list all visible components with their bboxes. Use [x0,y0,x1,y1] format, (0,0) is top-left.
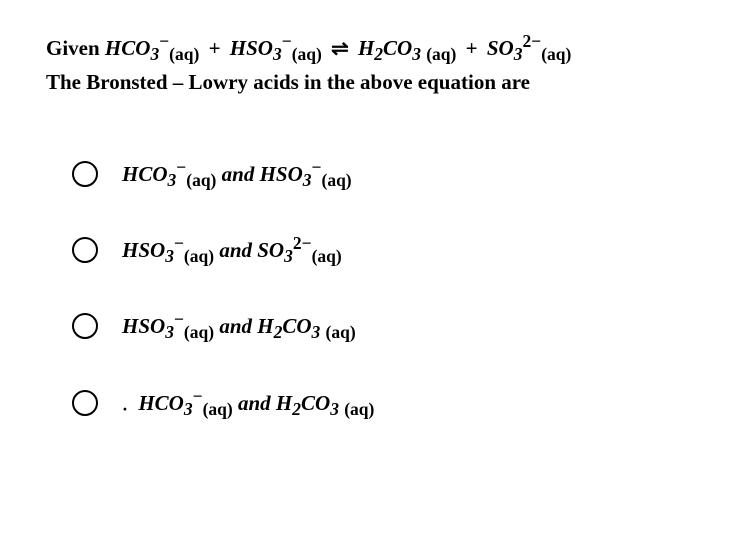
optD-s2ph: (aq) [344,399,374,419]
reactant1-sub: 3 [150,44,159,64]
question-stem: Given HCO3−(aq) + HSO3−(aq) ⇌ H2CO3 (aq)… [46,28,684,99]
optB-and: and [219,238,252,262]
optD-dot: · [122,399,128,419]
plus-2: + [462,33,482,65]
reactant1-species: HCO [105,36,151,60]
option-b[interactable]: HSO3−(aq) and SO32−(aq) [72,233,684,267]
optA-s2sub: 3 [303,170,312,190]
product1-phase: (aq) [426,44,456,64]
optB-s1: HSO [122,238,165,262]
optC-s1ph: (aq) [184,323,214,343]
optA-s1: HCO [122,162,168,186]
optB-s2sub: 3 [284,246,293,266]
optD-s2hsub: 2 [292,399,301,419]
option-d[interactable]: · HCO3−(aq) and H2CO3 (aq) [72,386,684,420]
radio-b[interactable] [72,237,98,263]
reactant2-phase: (aq) [292,44,322,64]
optC-s2sub: 3 [312,323,321,343]
question-text: The Bronsted – Lowry acids in the above … [46,67,684,99]
option-d-label: · HCO3−(aq) and H2CO3 (aq) [122,386,374,420]
optD-s1sub: 3 [184,399,193,419]
optC-s1: HSO [122,314,165,338]
optD-s2sub: 3 [330,399,339,419]
optC-s2: CO [282,314,311,338]
optB-s1ph: (aq) [184,246,214,266]
optA-s2: HSO [260,162,303,186]
product2-species: SO [487,36,514,60]
optC-s1chg: − [174,309,184,329]
given-label: Given [46,36,100,60]
product1-sub1: 2 [374,44,383,64]
radio-a[interactable] [72,161,98,187]
reactant2-species: HSO [230,36,273,60]
reactant1-phase: (aq) [169,44,199,64]
option-a[interactable]: HCO3−(aq) and HSO3−(aq) [72,157,684,191]
optA-s1ph: (aq) [186,170,216,190]
optC-and: and [219,314,252,338]
reactant2-charge: − [282,31,292,51]
option-b-label: HSO3−(aq) and SO32−(aq) [122,233,342,267]
optB-s2: SO [257,238,284,262]
product1-co: CO [383,36,412,60]
optD-s2h: H [276,391,292,415]
optD-s2: CO [301,391,330,415]
reactant1-charge: − [159,31,169,51]
optB-s2ph: (aq) [312,246,342,266]
optC-s2h: H [257,314,273,338]
optD-s1ph: (aq) [203,399,233,419]
optB-s1sub: 3 [165,246,174,266]
plus-1: + [205,33,225,65]
radio-d[interactable] [72,390,98,416]
optC-s1sub: 3 [165,323,174,343]
options-group: HCO3−(aq) and HSO3−(aq) HSO3−(aq) and SO… [46,157,684,420]
optA-s2ph: (aq) [322,170,352,190]
optD-s1chg: − [193,386,203,406]
optA-s1sub: 3 [168,170,177,190]
optB-s2chg: 2− [293,233,312,253]
option-c-label: HSO3−(aq) and H2CO3 (aq) [122,309,356,343]
product2-phase: (aq) [541,44,571,64]
optB-s1chg: − [174,233,184,253]
product2-charge: 2− [522,31,541,51]
option-a-label: HCO3−(aq) and HSO3−(aq) [122,157,352,191]
optC-s2ph: (aq) [326,323,356,343]
optA-s2chg: − [312,157,322,177]
reactant2-sub: 3 [273,44,282,64]
optD-s1: HCO [138,391,184,415]
equation-line: Given HCO3−(aq) + HSO3−(aq) ⇌ H2CO3 (aq)… [46,28,684,67]
question-container: Given HCO3−(aq) + HSO3−(aq) ⇌ H2CO3 (aq)… [0,0,730,472]
optD-and: and [238,391,271,415]
product1-sub2: 3 [412,44,421,64]
product1-h: H [358,36,374,60]
equilibrium-arrow: ⇌ [327,33,353,65]
optA-and: and [222,162,255,186]
optA-s1chg: − [176,157,186,177]
option-c[interactable]: HSO3−(aq) and H2CO3 (aq) [72,309,684,343]
radio-c[interactable] [72,313,98,339]
